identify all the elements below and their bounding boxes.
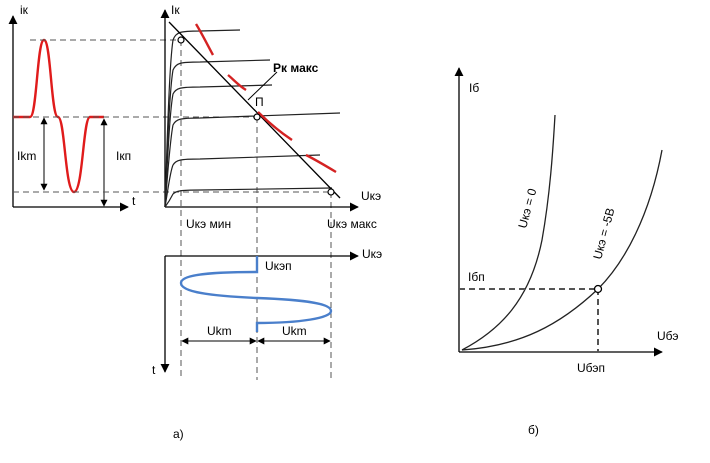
ib-label: Iб bbox=[469, 81, 479, 95]
voltage-graph: Uкэ t Uкэп Ukm Ukm bbox=[152, 247, 382, 377]
input-curve-uce5 bbox=[461, 149, 663, 351]
uce-max-label: Uкэ макс bbox=[327, 217, 377, 231]
saturation-point bbox=[177, 36, 185, 44]
uce-quiescent-label: Uкэп bbox=[265, 259, 292, 273]
power-limit-label: Pк макс bbox=[273, 61, 319, 75]
output-characteristics: Iк Uкэ Pк макс П Uкэ мин Uкэ макс bbox=[160, 3, 381, 231]
ukm-right-label: Ukm bbox=[282, 324, 307, 338]
ube-label: Uбэ bbox=[657, 329, 679, 343]
output-curves bbox=[164, 29, 341, 208]
operating-point-label: П bbox=[255, 95, 264, 109]
power-limit-curve bbox=[194, 23, 337, 174]
ic-label: Iк bbox=[171, 3, 180, 17]
ubep-label: Uбэп bbox=[577, 361, 605, 375]
collector-current-wave bbox=[13, 38, 104, 194]
ibp-label: Iбп bbox=[468, 270, 485, 284]
caption-a: а) bbox=[173, 427, 184, 441]
caption-b: б) bbox=[528, 423, 539, 437]
signal-x-label: t bbox=[132, 194, 136, 208]
operating-point bbox=[253, 113, 261, 121]
input-curve-uce0 bbox=[461, 114, 556, 351]
signal-graph: iк t Ikm Iкп bbox=[8, 3, 136, 212]
input-operating-point bbox=[593, 284, 603, 294]
uce-min-label: Uкэ мин bbox=[186, 217, 231, 231]
signal-y-label: iк bbox=[20, 3, 29, 17]
power-limit-leader bbox=[247, 71, 278, 101]
curve-uce5-label: Uкэ = -5В bbox=[590, 206, 617, 260]
input-characteristics: Iб Uбэ Uкэ = 0 Uкэ = -5В Iбп Uбэп bbox=[454, 67, 679, 375]
quiescent-projection bbox=[459, 288, 599, 352]
ukm-left-label: Ukm bbox=[207, 324, 232, 338]
collector-voltage-wave bbox=[179, 256, 333, 332]
uce-label: Uкэ bbox=[361, 189, 381, 203]
voltage-x-label: Uкэ bbox=[362, 247, 382, 261]
load-line bbox=[168, 21, 341, 199]
curve-uce0-label: Uкэ = 0 bbox=[515, 187, 539, 230]
voltage-t-label: t bbox=[152, 363, 156, 377]
cutoff-point bbox=[327, 188, 335, 196]
ikp-label: Iкп bbox=[116, 149, 131, 163]
ikm-label: Ikm bbox=[17, 149, 36, 163]
